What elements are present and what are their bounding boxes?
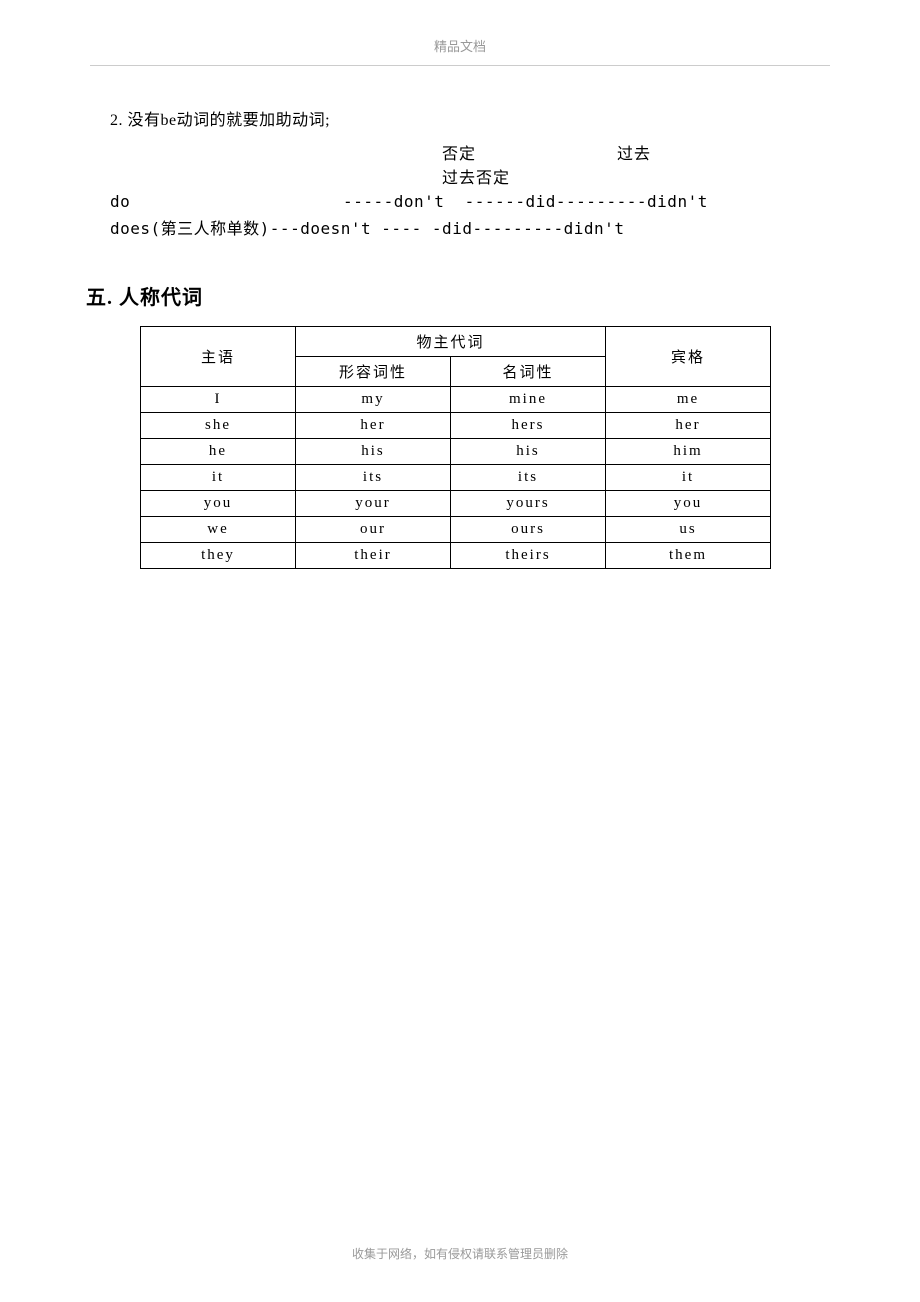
cell-poss-adj: its [296, 465, 451, 491]
cell-subject: it [141, 465, 296, 491]
cell-poss-adj: their [296, 543, 451, 569]
cell-poss-adj: our [296, 517, 451, 543]
th-object: 宾格 [606, 327, 771, 387]
cell-object: it [606, 465, 771, 491]
cell-object: him [606, 439, 771, 465]
cell-poss-noun: mine [451, 387, 606, 413]
cell-poss-noun: ours [451, 517, 606, 543]
cell-subject: they [141, 543, 296, 569]
cell-subject: I [141, 387, 296, 413]
cell-poss-noun: its [451, 465, 606, 491]
col-header-negative: 否定 [442, 140, 612, 164]
th-poss-noun: 名词性 [451, 357, 606, 387]
cell-subject: you [141, 491, 296, 517]
cell-poss-adj: my [296, 387, 451, 413]
cell-object: her [606, 413, 771, 439]
table-row: I my mine me [141, 387, 771, 413]
table-row: she her hers her [141, 413, 771, 439]
table-header-row-1: 主语 物主代词 宾格 [141, 327, 771, 357]
aux-verb-line-do: do -----don't ------did---------didn't [110, 192, 810, 211]
cell-poss-adj: his [296, 439, 451, 465]
cell-subject: we [141, 517, 296, 543]
page-footer: 收集于网络，如有侵权请联系管理员删除 [0, 1245, 920, 1262]
cell-poss-noun: hers [451, 413, 606, 439]
cell-poss-adj: her [296, 413, 451, 439]
col-header-past-negative: 过去否定 [442, 164, 510, 188]
item-number: 2. [110, 112, 123, 129]
item-text: 没有be动词的就要加助动词; [128, 112, 331, 129]
cell-poss-noun: theirs [451, 543, 606, 569]
cell-subject: she [141, 413, 296, 439]
footer-text: 收集于网络，如有侵权请联系管理员删除 [352, 1247, 568, 1261]
table-row: it its its it [141, 465, 771, 491]
header-text: 精品文档 [434, 39, 486, 54]
cell-object: us [606, 517, 771, 543]
pronoun-table: 主语 物主代词 宾格 形容词性 名词性 I my mine me she her… [140, 326, 771, 569]
cell-poss-adj: your [296, 491, 451, 517]
table-row: you your yours you [141, 491, 771, 517]
cell-poss-noun: his [451, 439, 606, 465]
page-header: 精品文档 [0, 0, 920, 55]
aux-verb-line-does: does(第三人称单数)---doesn't ---- -did--------… [110, 215, 810, 239]
aux-verb-headers: 否定 过去 过去否定 [110, 140, 810, 188]
table-row: he his his him [141, 439, 771, 465]
pronoun-table-body: I my mine me she her hers her he his his… [141, 387, 771, 569]
section-5-heading: 五. 人称代词 [86, 281, 810, 310]
page-content: 2. 没有be动词的就要加助动词; 否定 过去 过去否定 do -----don… [0, 66, 920, 569]
cell-object: them [606, 543, 771, 569]
cell-object: you [606, 491, 771, 517]
cell-object: me [606, 387, 771, 413]
numbered-item-2: 2. 没有be动词的就要加助动词; [110, 106, 810, 130]
th-poss-adj: 形容词性 [296, 357, 451, 387]
cell-poss-noun: yours [451, 491, 606, 517]
table-row: we our ours us [141, 517, 771, 543]
th-subject: 主语 [141, 327, 296, 387]
col-header-past: 过去 [617, 140, 767, 164]
table-row: they their theirs them [141, 543, 771, 569]
cell-subject: he [141, 439, 296, 465]
th-possessive: 物主代词 [296, 327, 606, 357]
